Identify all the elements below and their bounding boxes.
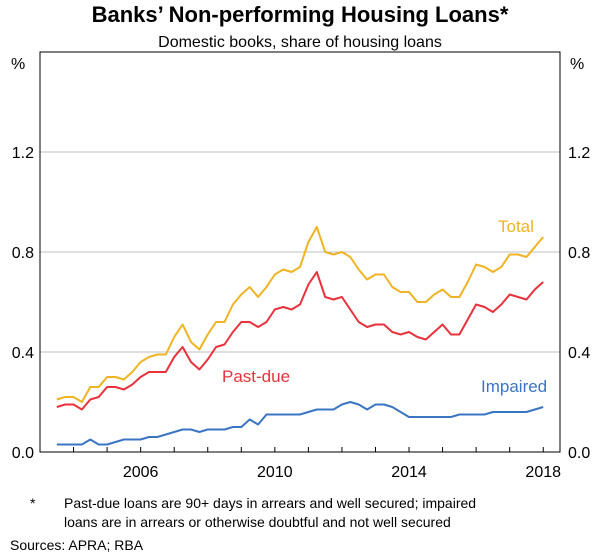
gridlines — [40, 151, 560, 353]
y-tick-label-left: 0.0 — [12, 445, 34, 462]
y-tick-label-right: 0.0 — [568, 445, 590, 462]
chart-subtitle: Domestic books, share of housing loans — [158, 34, 442, 51]
y-tick-label-right: 0.4 — [568, 345, 590, 362]
y-tick-label-left: 1.2 — [12, 145, 34, 162]
footnote-line-1: Past-due loans are 90+ days in arrears a… — [64, 495, 476, 511]
y-unit-left: % — [11, 56, 25, 73]
y-unit-right: % — [570, 56, 584, 73]
plot-frame — [39, 51, 561, 453]
series-line-past-due — [56, 271, 544, 411]
x-tick-label: 2018 — [525, 464, 561, 481]
x-tick-label: 2014 — [391, 464, 427, 481]
y-tick-label-right: 1.2 — [568, 145, 590, 162]
x-tick-label: 2006 — [123, 464, 159, 481]
footnote-marker: * — [30, 495, 36, 511]
y-axis-ticks: 0.0 0.0 0.4 0.4 0.8 0.8 1.2 1.2 — [12, 145, 591, 462]
sources-text: Sources: APRA; RBA — [10, 537, 144, 553]
y-tick-label-right: 0.8 — [568, 245, 590, 262]
series-line-total — [56, 226, 544, 403]
series-lines — [56, 226, 544, 446]
x-axis-ticks: 2006 2010 2014 2018 — [39, 447, 561, 481]
series-label-total: Total — [498, 217, 534, 236]
footnote-line-2: loans are in arrears or otherwise doubtf… — [64, 514, 451, 530]
chart-title: Banks’ Non-performing Housing Loans* — [92, 2, 509, 27]
series-label-past-due: Past-due — [222, 367, 290, 386]
x-tick-label: 2010 — [257, 464, 293, 481]
y-tick-label-left: 0.4 — [12, 345, 34, 362]
series-line-impaired — [56, 401, 544, 446]
y-tick-label-left: 0.8 — [12, 245, 34, 262]
series-label-impaired: Impaired — [481, 377, 547, 396]
